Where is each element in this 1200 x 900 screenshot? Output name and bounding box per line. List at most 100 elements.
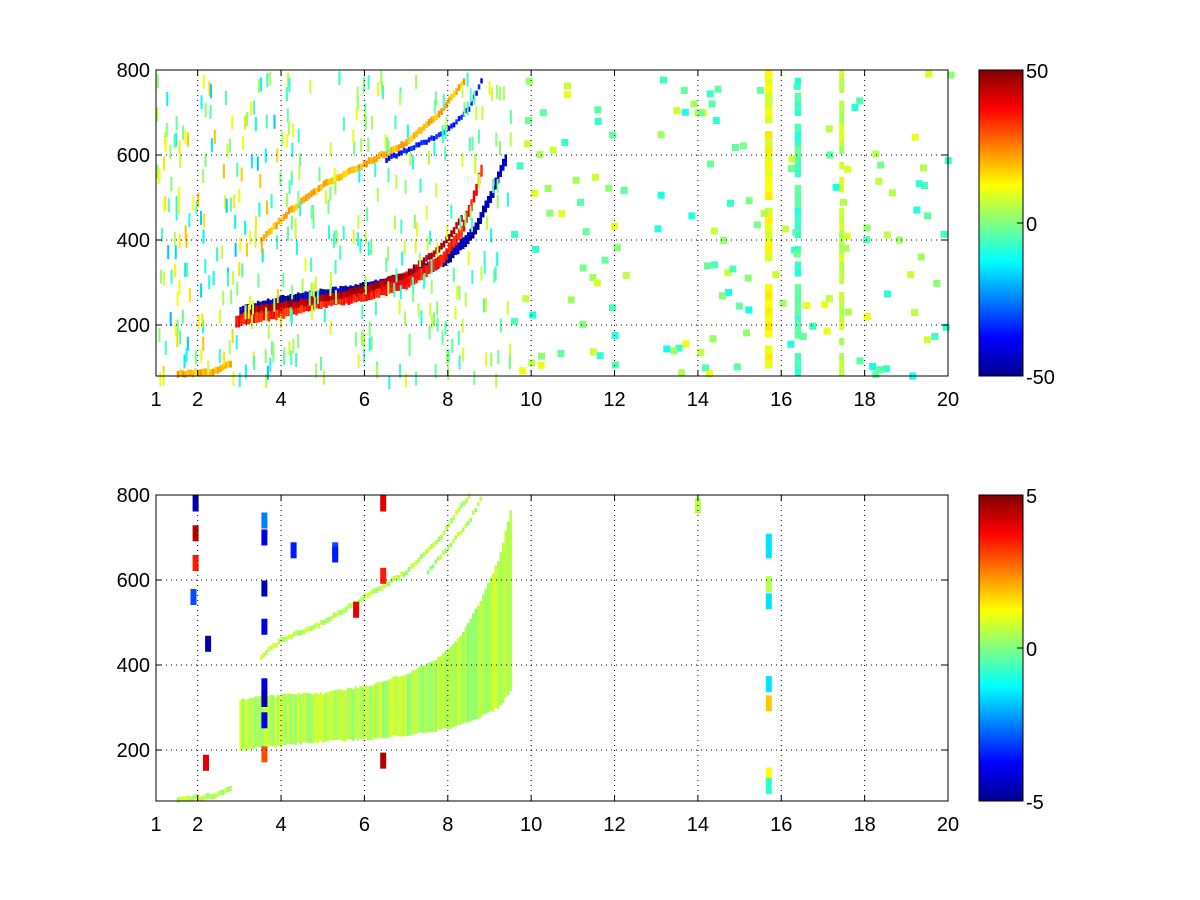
- top-feature-4-cell: [385, 157, 388, 163]
- bottom-feature-1-cell: [290, 634, 293, 640]
- bottom-feature-0-cell: [447, 649, 450, 730]
- top-stripe-2-cell: [839, 230, 845, 239]
- top-noise-cell: [825, 295, 833, 303]
- top-noise-cell: [385, 257, 388, 272]
- top-x-tick-label: 2: [192, 389, 203, 411]
- top-noise-cell: [316, 290, 319, 305]
- top-noise-cell: [622, 271, 630, 279]
- bottom-feature-0-cell: [416, 667, 420, 734]
- bottom-feature-3-cell: [209, 794, 212, 800]
- top-noise-cell: [469, 88, 472, 103]
- bottom-feature-0-cell: [341, 690, 345, 742]
- bottom-feature-3-cell: [214, 793, 217, 799]
- top-feature-1-cell: [472, 190, 476, 203]
- top-stripe-2-cell: [839, 246, 845, 254]
- top-noise-cell: [395, 174, 398, 189]
- top-noise-cell: [525, 117, 532, 125]
- top-noise-cell: [225, 90, 227, 105]
- top-feature-4-cell: [475, 90, 478, 96]
- top-feature-3-cell: [287, 207, 291, 215]
- top-stripe-1-cell: [794, 161, 802, 170]
- top-feature-0-cell: [459, 238, 462, 251]
- top-noise-cell: [444, 320, 447, 335]
- top-feature-2-cell: [460, 215, 463, 222]
- bottom-point: [203, 754, 209, 771]
- top-noise-cell: [231, 329, 234, 344]
- bottom-point: [332, 546, 339, 563]
- top-noise-cell: [709, 335, 717, 343]
- bottom-feature-0-cell: [497, 561, 500, 709]
- top-noise-cell: [202, 229, 205, 244]
- top-feature-4-cell: [415, 142, 418, 148]
- top-feature-2-cell: [277, 302, 281, 310]
- top-feature-1-cell: [457, 228, 461, 241]
- top-noise-cell: [577, 198, 584, 206]
- bottom-point: [205, 635, 212, 652]
- top-feature-3-cell: [335, 174, 338, 182]
- top-noise-cell: [192, 196, 195, 211]
- top-feature-2-cell: [457, 218, 461, 226]
- top-feature-3-cell: [312, 188, 316, 196]
- bottom-heatmap-cells: [176, 493, 772, 803]
- top-noise-cell: [745, 306, 753, 314]
- top-feature-4-cell: [392, 152, 396, 158]
- top-noise-cell: [374, 301, 377, 316]
- top-noise-cell: [436, 317, 439, 332]
- top-noise-cell: [318, 167, 321, 182]
- bottom-point: [192, 525, 199, 542]
- top-noise-cell: [459, 216, 462, 231]
- bottom-feature-0-cell: [249, 697, 252, 749]
- top-feature-5-cell: [221, 363, 225, 371]
- top-feature-1-cell: [462, 219, 466, 232]
- bottom-feature-0-cell: [281, 693, 285, 745]
- top-noise-cell: [673, 107, 681, 115]
- top-stripe-0-cell: [765, 230, 773, 239]
- top-feature-4-cell: [467, 106, 471, 112]
- top-noise-cell: [419, 178, 422, 193]
- bottom-point: [261, 746, 268, 763]
- top-noise-cell: [499, 86, 502, 101]
- top-noise-cell: [743, 329, 750, 337]
- top-feature-5-cell: [204, 368, 207, 376]
- top-feature-4-cell: [435, 134, 438, 140]
- top-noise-cell: [367, 241, 370, 256]
- top-noise-cell: [493, 268, 496, 283]
- top-feature-2-cell: [390, 275, 393, 283]
- top-stripe-2-cell: [839, 123, 845, 132]
- bottom-point: [261, 691, 268, 707]
- bottom-feature-1-cell: [447, 522, 451, 528]
- bottom-feature-2-cell: [452, 539, 455, 544]
- bottom-feature-1-cell: [315, 622, 318, 628]
- bottom-feature-1-cell: [435, 539, 438, 545]
- top-grid: [156, 70, 948, 376]
- top-noise-cell: [856, 357, 864, 365]
- top-noise-cell: [182, 125, 185, 140]
- top-noise-cell: [496, 178, 499, 193]
- top-stripe-0-cell: [765, 115, 773, 124]
- top-noise-cell: [415, 371, 418, 386]
- top-feature-2-cell: [255, 305, 258, 312]
- top-noise-cell: [395, 268, 398, 283]
- bottom-feature-1-cell: [467, 493, 471, 499]
- bottom-feature-2-cell: [434, 559, 437, 564]
- top-colorbar-ticks: 50 0 -50: [1017, 61, 1055, 389]
- top-noise-cell: [177, 200, 180, 215]
- top-noise-cell: [286, 193, 288, 208]
- top-feature-5-cell: [201, 368, 205, 376]
- top-noise-cell: [414, 239, 417, 254]
- top-noise-cell: [475, 106, 478, 121]
- top-noise-cell: [231, 271, 234, 286]
- bottom-feature-0-cell: [351, 689, 355, 742]
- top-noise-cell: [823, 327, 831, 335]
- top-stripe-1-cell: [794, 184, 802, 193]
- top-noise-cell: [788, 155, 796, 163]
- top-feature-2-cell: [377, 281, 381, 289]
- top-noise-cell: [167, 198, 170, 213]
- top-noise-cell: [433, 312, 436, 327]
- top-feature-4-cell: [465, 108, 468, 114]
- top-feature-0-cell: [452, 246, 455, 259]
- top-feature-3-cell: [400, 141, 403, 149]
- bottom-x-tick-label: 8: [442, 814, 453, 836]
- top-noise-cell: [175, 116, 178, 131]
- top-stripe-1-cell: [794, 77, 802, 86]
